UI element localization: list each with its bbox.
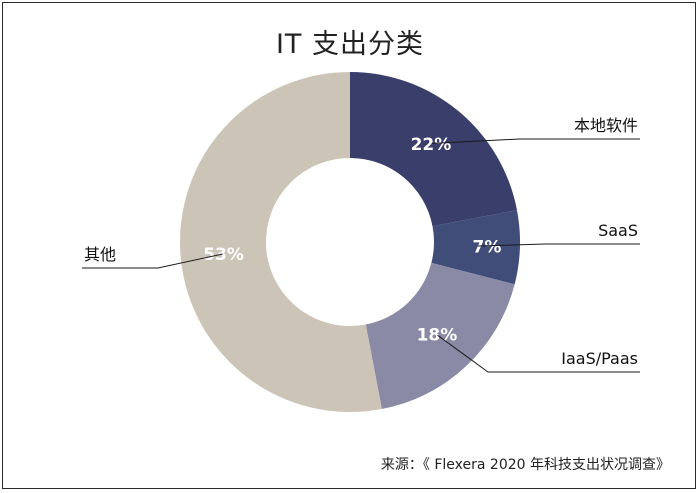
- slice-value-label: 22%: [411, 135, 452, 155]
- donut-slice-2: [365, 262, 515, 409]
- leader-line: [82, 253, 223, 269]
- donut-slice-0: [350, 72, 517, 227]
- donut-slice-3: [180, 72, 382, 412]
- slice-value-label: 53%: [203, 245, 244, 265]
- leader-line: [437, 334, 640, 373]
- slice-category-label: SaaS: [598, 221, 638, 240]
- slice-value-label: 7%: [472, 237, 501, 257]
- slice-category-label: 其他: [84, 245, 116, 264]
- slice-category-label: 本地软件: [574, 116, 638, 135]
- slice-value-label: 18%: [417, 326, 458, 346]
- slice-category-label: IaaS/Paas: [561, 349, 638, 368]
- donut-slice-1: [431, 210, 520, 285]
- leader-line: [477, 243, 640, 247]
- leader-line: [431, 138, 640, 144]
- chart-title: IT 支出分类: [275, 29, 425, 60]
- source-note: 来源：《 Flexera 2020 年科技支出状况调查》: [380, 457, 670, 473]
